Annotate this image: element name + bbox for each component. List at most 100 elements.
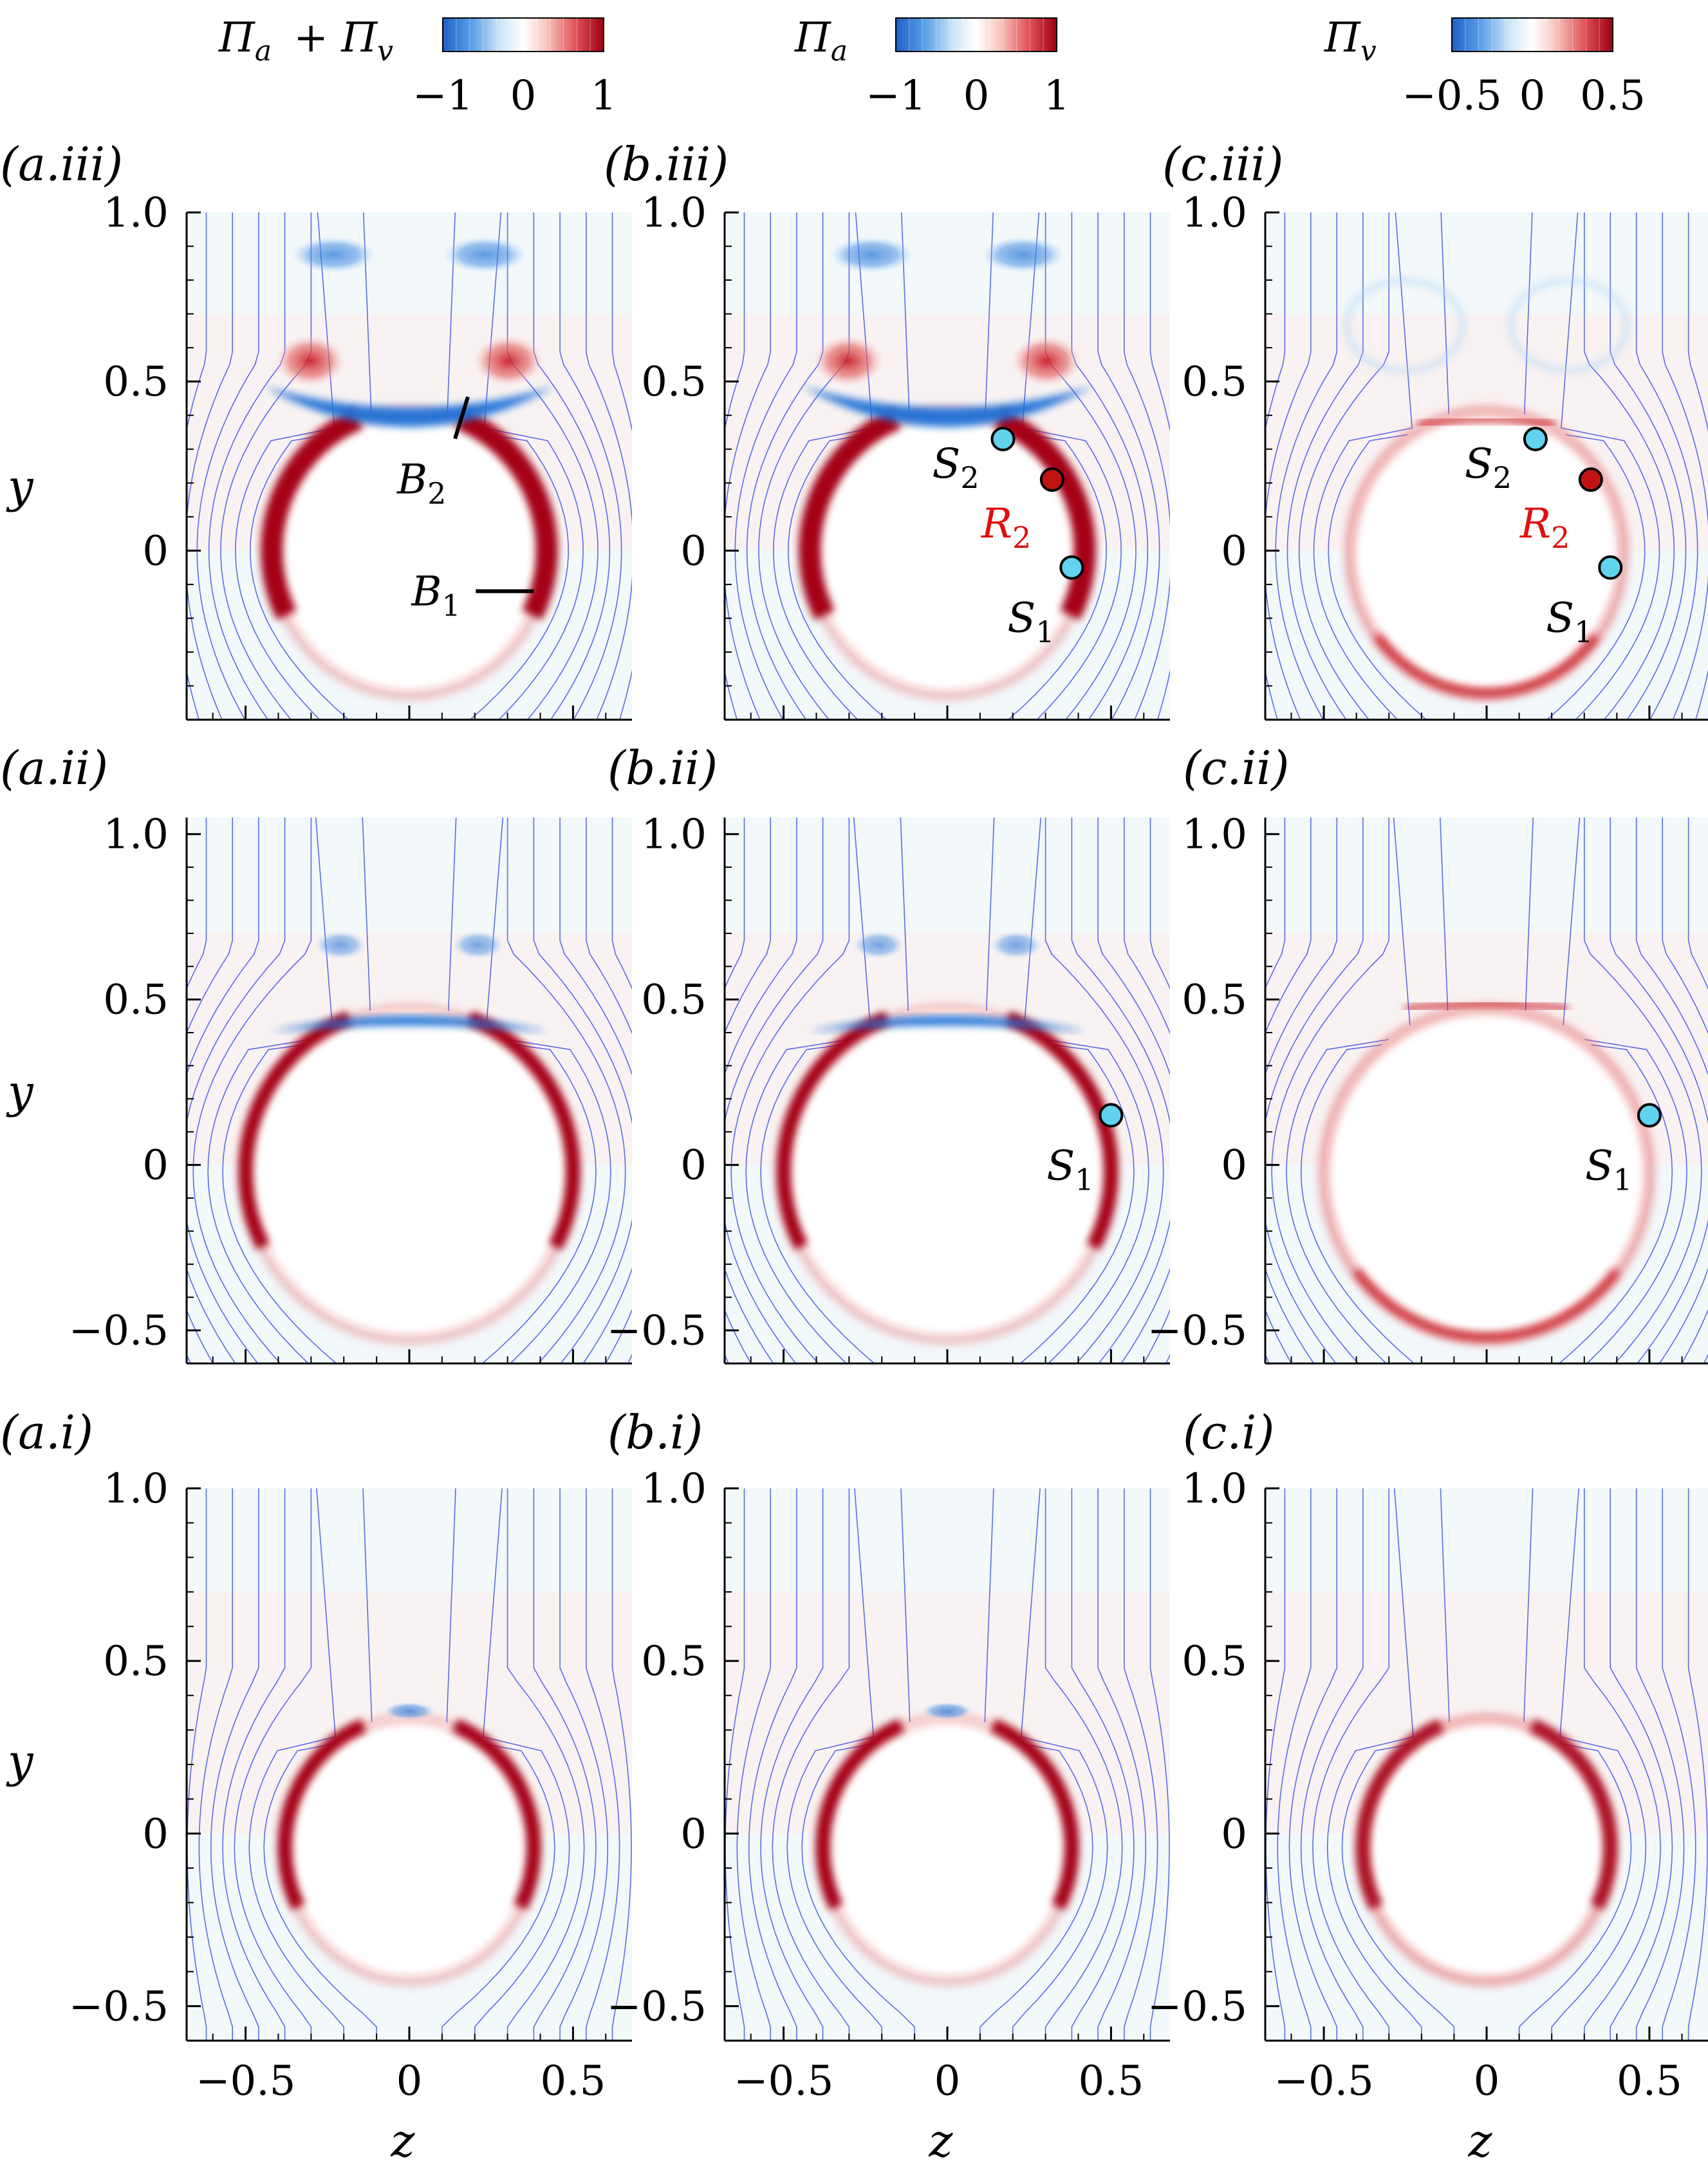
streamline <box>1300 1488 1364 2041</box>
streamline <box>1551 1488 1647 2041</box>
marker-S1 <box>1637 1103 1662 1128</box>
streamline <box>734 212 797 720</box>
bubble <box>272 408 547 693</box>
bubble <box>822 1716 1072 1979</box>
marker-S1 <box>1059 555 1084 580</box>
blue-lobe <box>853 930 905 959</box>
colorbar-title: Πa + Πv <box>218 14 393 68</box>
streamline <box>1286 818 1412 1363</box>
marker-S1 <box>1099 1103 1124 1128</box>
y-tick-label: 0 <box>142 1142 169 1190</box>
blue-lobe <box>452 930 504 959</box>
streamline <box>441 1488 555 2041</box>
panel-label: (c.i) <box>1183 1405 1274 1459</box>
streamline <box>446 212 570 720</box>
marker-S2 <box>1523 426 1548 451</box>
side-band <box>799 408 901 621</box>
streamline <box>725 212 771 720</box>
y-tick-label: −0.5 <box>1147 1983 1247 2030</box>
streamline <box>725 818 824 1363</box>
colorbar-1: Πa + Πv −1 0 1 <box>218 14 617 120</box>
streamline <box>1341 1488 1455 2041</box>
streamline <box>559 212 622 720</box>
streamlines <box>187 212 632 720</box>
contour-field <box>1265 212 1708 720</box>
streamline <box>725 818 797 1363</box>
side-band <box>261 408 363 621</box>
streamline <box>1271 818 1389 1363</box>
streamline <box>1265 818 1338 1363</box>
streamline <box>1584 1488 1661 2041</box>
red-lobe <box>1010 335 1082 387</box>
side-band <box>456 408 558 621</box>
streamline <box>222 818 372 1363</box>
side-band <box>776 1011 890 1250</box>
y-tick-label: 0.5 <box>1182 359 1247 406</box>
streamline <box>196 212 259 720</box>
streamline <box>1124 1488 1158 2041</box>
streamline <box>1635 818 1708 1363</box>
colorbar-tick-label: 0 <box>963 72 990 120</box>
colorbar-gradient <box>1451 17 1613 52</box>
y-tick-label: 1.0 <box>103 1465 169 1513</box>
red-lobe <box>472 335 544 387</box>
streamline <box>1265 818 1286 1363</box>
streamline <box>192 818 312 1363</box>
marker-label-S1: S1 <box>1046 1143 1093 1197</box>
x-tick-label: 0.5 <box>1079 2057 1144 2105</box>
blue-lobe <box>922 1701 973 1720</box>
blue-lobe <box>981 236 1065 273</box>
y-tick-label: 1.0 <box>641 1465 707 1513</box>
streamline <box>187 212 207 720</box>
side-band <box>467 1011 580 1250</box>
streamline <box>198 1488 233 2041</box>
streamline <box>1012 1488 1108 2041</box>
marker-label-R2: R2 <box>1519 500 1570 555</box>
y-tick-label: 1.0 <box>1182 189 1247 237</box>
streamline <box>187 818 207 1363</box>
panel-c-i: 1.0 0.5 0 −0.5 −0.5 0 0.5 z (c.i) <box>1147 1405 1708 2167</box>
marker-label-S1: S1 <box>1546 595 1593 650</box>
streamlines <box>725 818 1170 1363</box>
y-tick-label: 0.5 <box>103 977 169 1024</box>
bottom-arc <box>1353 1268 1620 1342</box>
y-tick-label: −0.5 <box>1147 1307 1247 1355</box>
panel-label: (c.iii) <box>1162 137 1283 191</box>
panel-label: (a.iii) <box>0 137 123 191</box>
streamline <box>760 1488 824 2041</box>
streamline <box>1097 818 1170 1363</box>
streamline <box>447 818 597 1363</box>
contour-field <box>725 818 1170 1363</box>
axes: 1.0 0.5 0 −0.5 <box>1147 811 1708 1365</box>
streamline <box>1610 818 1708 1363</box>
marker-S1 <box>1598 555 1623 580</box>
streamline <box>1584 212 1675 720</box>
colorbars: Πa + Πv −1 0 1 Πa −1 0 1 Πv −0.5 0 0.5 <box>218 14 1646 120</box>
y-tick-label: −0.5 <box>69 1307 169 1355</box>
colorbar-tick-label: 0 <box>1519 72 1546 120</box>
streamline <box>1023 818 1149 1363</box>
blue-lobe <box>830 236 914 273</box>
streamline <box>1097 212 1160 720</box>
marker-label-S1: S1 <box>1007 595 1054 650</box>
blue-band <box>808 1015 1087 1032</box>
side-band <box>452 1719 541 1910</box>
streamline <box>1044 212 1137 720</box>
y-axis-label: y <box>6 1065 34 1118</box>
axes: 1.0 0.5 0 −0.5 −0.5 0 0.5 z y <box>6 1465 632 2167</box>
y-tick-label: 1.0 <box>641 811 707 859</box>
streamline <box>1326 1488 1422 2041</box>
x-tick-label: 0 <box>934 2057 961 2105</box>
streamline <box>1635 212 1698 720</box>
side-band <box>277 1719 367 1910</box>
streamline <box>210 1488 259 2041</box>
y-tick-label: 0.5 <box>1182 977 1247 1024</box>
panel-label: (c.ii) <box>1183 741 1289 795</box>
panel-b-i: 1.0 0.5 0 −0.5 −0.5 0 0.5 z (b.i) <box>607 1405 1170 2167</box>
streamline <box>263 1488 377 2041</box>
contour-field <box>725 212 1170 720</box>
panel-label: (b.i) <box>608 1405 703 1459</box>
streamline <box>1071 1488 1135 2041</box>
panel-label: (a.i) <box>0 1405 93 1459</box>
streamline <box>1523 212 1646 720</box>
